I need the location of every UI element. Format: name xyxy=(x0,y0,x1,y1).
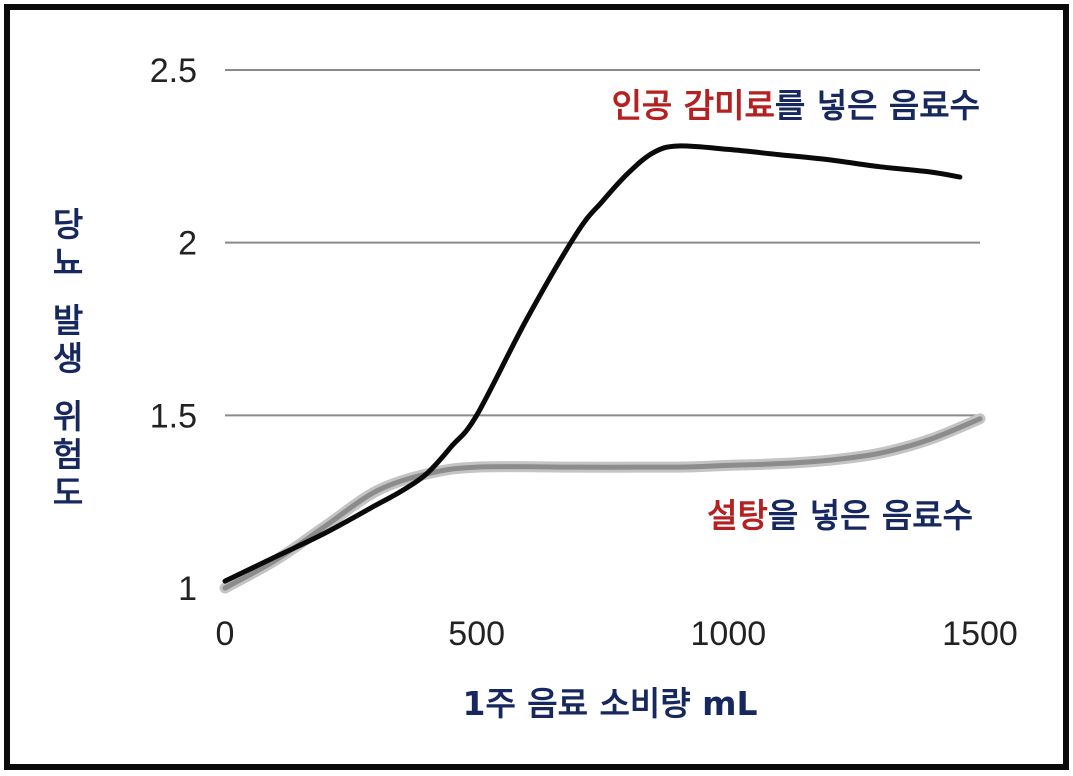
series-label-artificial-sweetener: 인공 감미료를 넣은 음료수 xyxy=(612,86,980,125)
y-axis-label-char: 도 xyxy=(53,473,83,512)
x-tick-label: 1500 xyxy=(942,615,1018,653)
y-tick-label: 2 xyxy=(178,225,197,263)
x-tick-label: 500 xyxy=(448,615,505,653)
x-tick-label: 1000 xyxy=(691,615,767,653)
series-label-highlight: 설탕 xyxy=(707,496,768,535)
y-axis-label-char: 위 xyxy=(53,397,83,436)
x-axis-label: 1주 음료 소비량 mL xyxy=(462,684,757,723)
series-label-rest: 을 넣은 음료수 xyxy=(768,496,973,535)
y-axis-label-char: 당 xyxy=(53,205,83,244)
series-lines xyxy=(219,143,986,594)
y-tick-label: 1.5 xyxy=(150,397,197,435)
y-axis-label-char: 발 xyxy=(53,301,83,340)
series-label-highlight: 인공 감미료 xyxy=(612,86,775,125)
y-tick-label: 2.5 xyxy=(150,52,197,90)
y-tick-label: 1 xyxy=(178,570,197,608)
x-tick-label: 0 xyxy=(216,615,235,653)
x-axis-ticks: 0 500 1000 1500 xyxy=(216,615,1018,653)
y-axis-label-char: 뇨 xyxy=(53,243,83,282)
y-axis-ticks: 1 1.5 2 2.5 xyxy=(150,52,197,608)
y-axis-label-char: 험 xyxy=(53,435,83,474)
series-label-rest: 를 넣은 음료수 xyxy=(775,86,980,125)
y-axis-label-char: 생 xyxy=(53,339,83,378)
series-line-artificial-sweetener xyxy=(222,143,963,584)
chart-frame xyxy=(4,4,1069,770)
gridlines xyxy=(225,69,980,417)
series-label-sugar: 설탕을 넣은 음료수 xyxy=(707,496,973,535)
series-line-sugar xyxy=(222,416,983,591)
